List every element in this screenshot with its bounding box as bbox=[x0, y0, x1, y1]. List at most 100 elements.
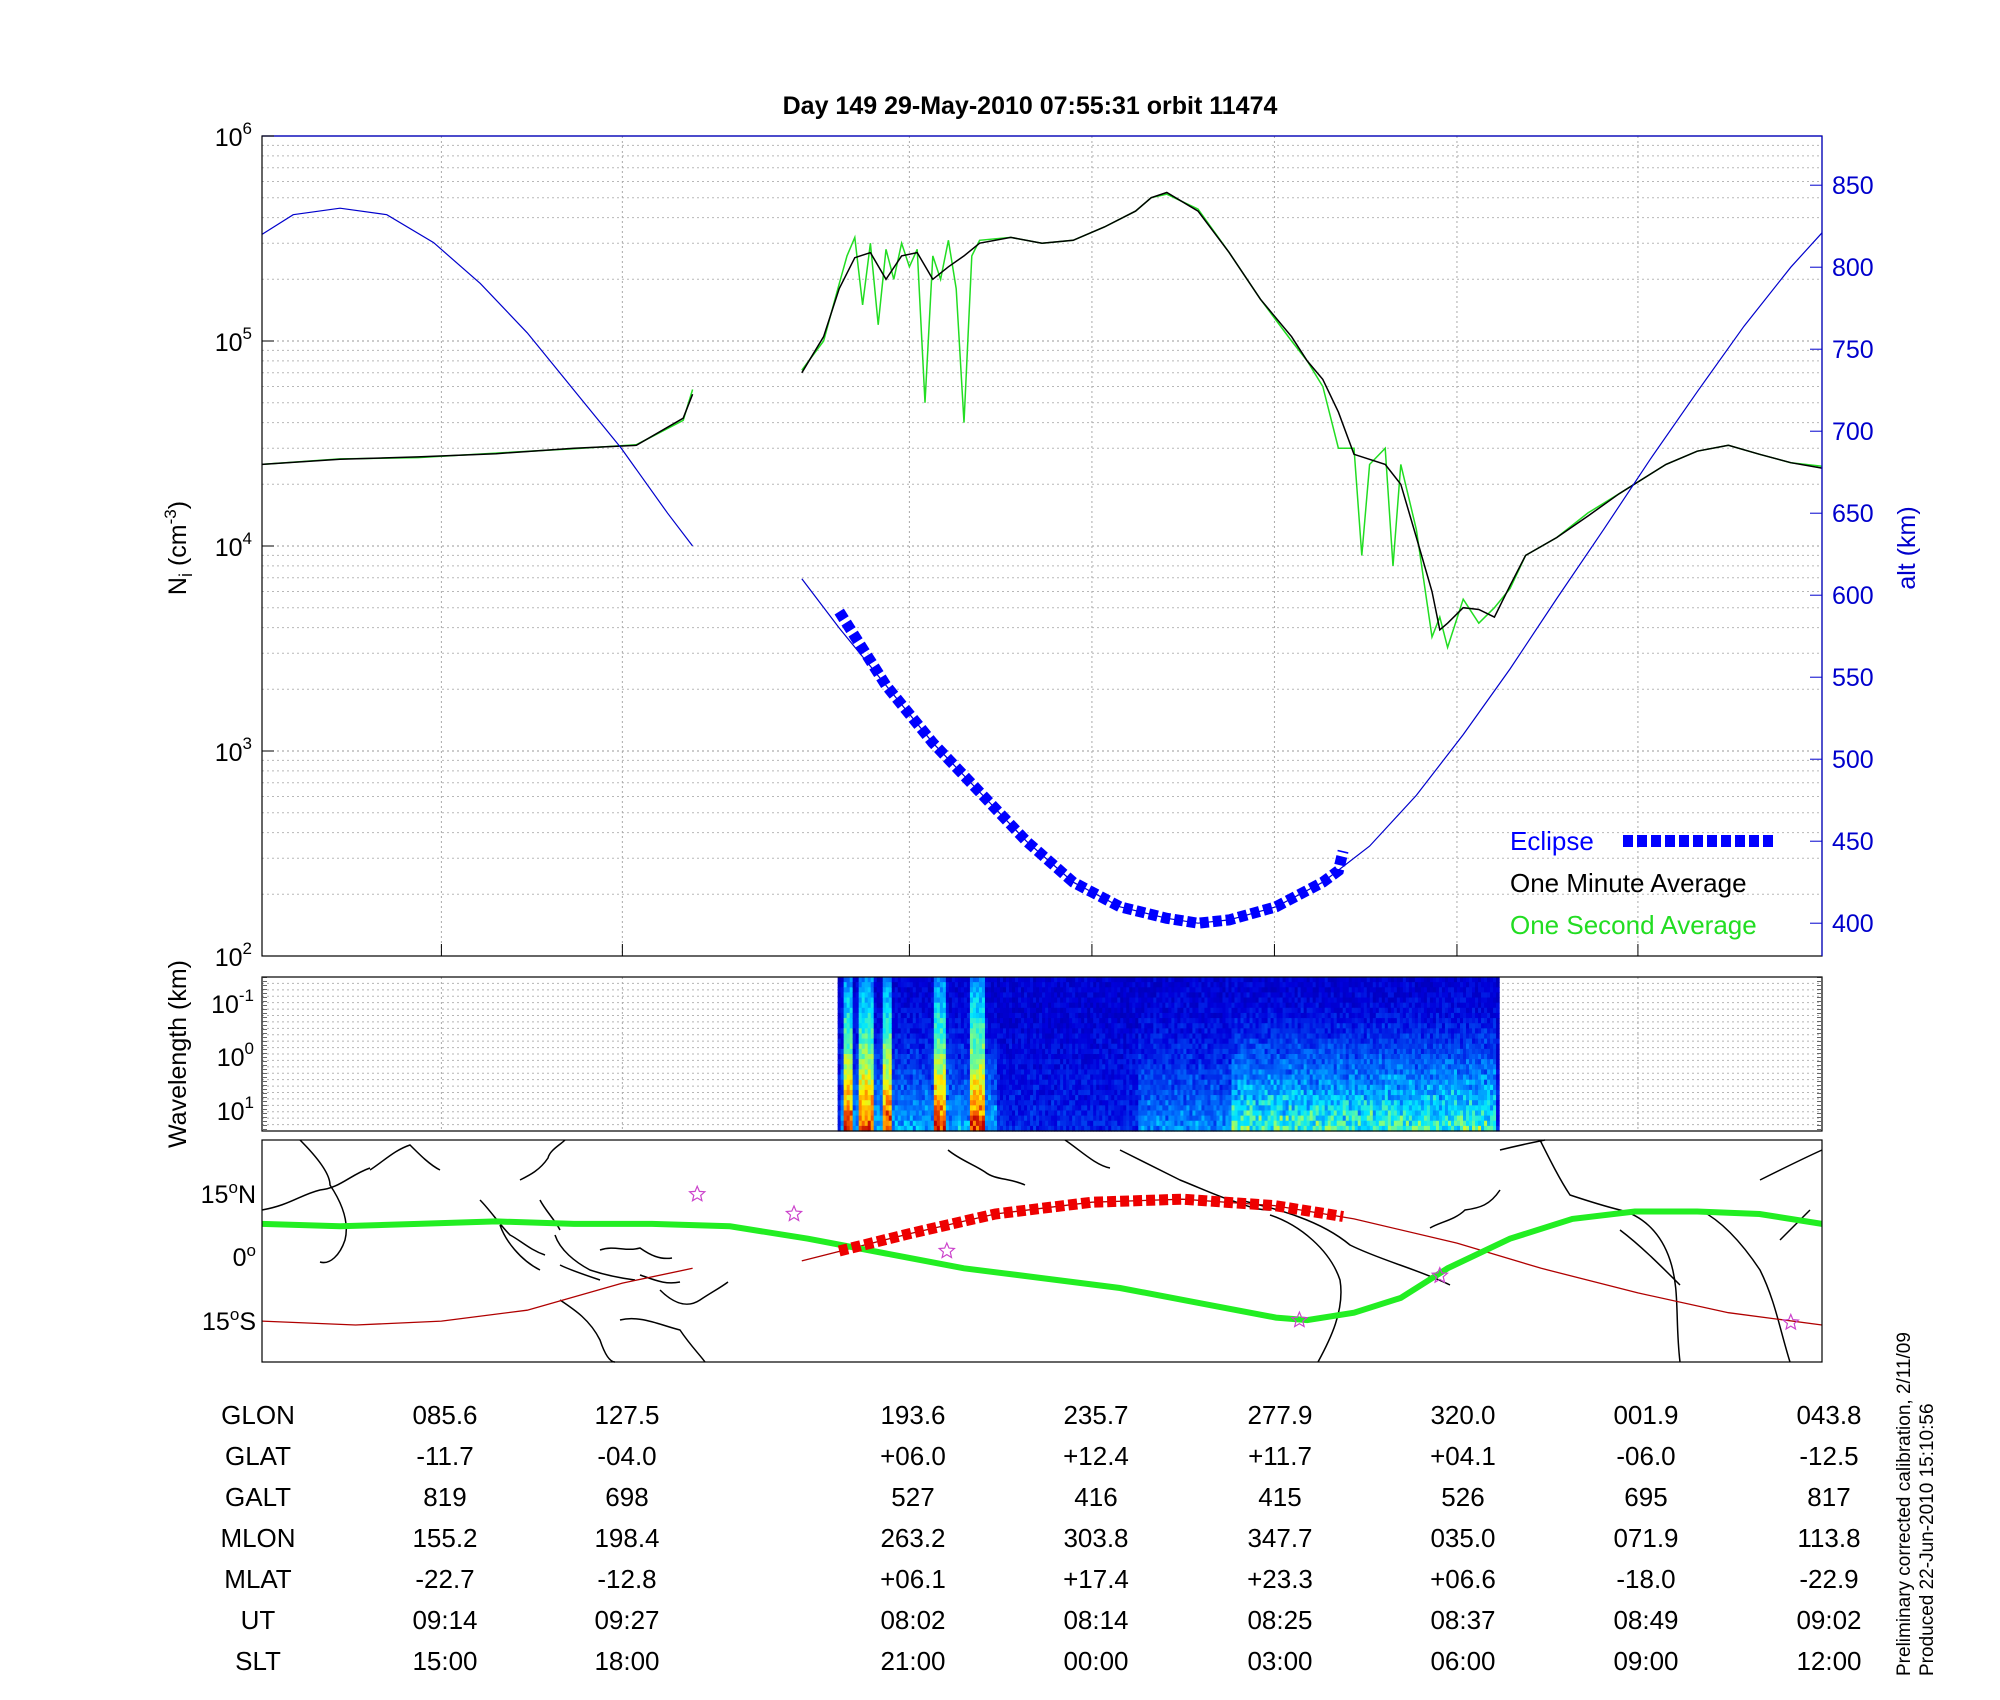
spectrogram-cell bbox=[870, 982, 875, 988]
spectrogram-cell bbox=[1300, 1110, 1305, 1117]
spectrogram-cell bbox=[1144, 992, 1148, 999]
spectrogram-cell bbox=[879, 1012, 884, 1019]
spectrogram-cell bbox=[957, 1089, 962, 1096]
spectrogram-cell bbox=[849, 1105, 854, 1112]
spectrogram-cell bbox=[858, 1074, 863, 1081]
spectrogram-cell bbox=[1303, 1120, 1308, 1127]
spectrogram-cell bbox=[1126, 1002, 1130, 1009]
spectrogram-cell bbox=[1270, 1100, 1275, 1106]
spectrogram-cell bbox=[1177, 1089, 1181, 1096]
spectrogram-cell bbox=[1141, 1038, 1145, 1045]
spectrogram-cell bbox=[1072, 977, 1076, 983]
spectrogram-cell bbox=[1309, 1054, 1314, 1060]
spectrogram-cell bbox=[1183, 1028, 1187, 1035]
spectrogram-cell bbox=[1261, 1007, 1266, 1014]
spectrogram-cell bbox=[936, 1084, 941, 1091]
spectrogram-cell bbox=[876, 1084, 881, 1091]
spectrogram-cell bbox=[858, 1110, 863, 1117]
spectrogram-cell bbox=[1075, 1023, 1079, 1029]
spectrogram-cell bbox=[1300, 1028, 1305, 1035]
spectrogram-cell bbox=[915, 1018, 920, 1024]
spectrogram-cell bbox=[1300, 997, 1305, 1004]
spectrogram-cell bbox=[1201, 1028, 1206, 1035]
spectrogram-cell bbox=[915, 1125, 920, 1132]
spectrogram-cell bbox=[1240, 992, 1245, 999]
spectrogram-cell bbox=[1141, 1059, 1145, 1065]
spectrogram-cell bbox=[981, 1084, 986, 1091]
spectrogram-cell bbox=[1288, 1095, 1293, 1101]
spectrogram-cell bbox=[1132, 1074, 1136, 1081]
spectrogram-cell bbox=[1222, 1125, 1227, 1132]
spectrogram-cell bbox=[1225, 1079, 1230, 1086]
spectrogram-cell bbox=[1192, 1110, 1197, 1117]
spectrogram-cell bbox=[1126, 1018, 1130, 1024]
spectrogram-cell bbox=[885, 982, 890, 988]
spectrogram-cell bbox=[1270, 1064, 1275, 1070]
spectrogram-cell bbox=[1060, 1043, 1064, 1050]
spectrogram-cell bbox=[1165, 1007, 1169, 1014]
spectrogram-cell bbox=[888, 1125, 893, 1132]
spectrogram-cell bbox=[1234, 1079, 1239, 1086]
spectrogram-cell bbox=[1150, 1018, 1154, 1024]
spectrogram-cell bbox=[1141, 1074, 1145, 1081]
spectrogram-cell bbox=[1312, 1095, 1317, 1101]
spectrogram-cell bbox=[915, 1012, 920, 1019]
spectrogram-cell bbox=[1075, 997, 1079, 1004]
spectrogram-cell bbox=[1321, 1069, 1326, 1076]
spectrogram-cell bbox=[918, 982, 923, 988]
spectrogram-cell bbox=[1315, 1079, 1320, 1086]
spectrogram-cell bbox=[1240, 1059, 1245, 1065]
spectrogram-cell bbox=[1270, 1084, 1275, 1091]
spectrogram-cell bbox=[1132, 1059, 1136, 1065]
spectrogram-cell bbox=[1168, 1125, 1172, 1132]
spectrogram-cell bbox=[1015, 1043, 1019, 1050]
spectrogram-cell bbox=[846, 1069, 851, 1076]
spectrogram-cell bbox=[1234, 1048, 1239, 1055]
spectrogram-cell bbox=[1225, 1084, 1230, 1091]
spectrogram-cell bbox=[1207, 987, 1212, 993]
spectrogram-cell bbox=[1228, 1038, 1233, 1045]
spectrogram-cell bbox=[885, 1115, 890, 1122]
spectrogram-cell bbox=[894, 1023, 899, 1029]
spectrogram-cell bbox=[918, 1043, 923, 1050]
spectrogram-cell bbox=[1087, 1089, 1091, 1096]
spectrogram-cell bbox=[861, 1069, 866, 1076]
spectrogram-cell bbox=[1018, 1002, 1022, 1009]
spectrogram-cell bbox=[1099, 1023, 1103, 1029]
spectrogram-cell bbox=[870, 1002, 875, 1009]
spectrogram-cell bbox=[870, 977, 875, 983]
spectrogram-cell bbox=[915, 1038, 920, 1045]
spectrogram-cell bbox=[951, 1089, 956, 1096]
spectrogram-cell bbox=[990, 1054, 995, 1060]
spectrogram-cell bbox=[1045, 1084, 1049, 1091]
spectrogram-cell bbox=[1075, 1048, 1079, 1055]
spectrogram-cell bbox=[1159, 1023, 1163, 1029]
spectrogram-cell bbox=[885, 1023, 890, 1029]
spectrogram-cell bbox=[996, 1079, 1001, 1086]
spectrogram-cell bbox=[933, 1033, 938, 1040]
spectrogram-cell bbox=[1180, 1110, 1184, 1117]
spectrogram-cell bbox=[996, 1002, 1001, 1009]
spectrogram-cell bbox=[1213, 1105, 1218, 1112]
spectrogram-cell bbox=[903, 987, 908, 993]
spectrogram-cell bbox=[1186, 1074, 1191, 1081]
spectrogram-cell bbox=[984, 987, 989, 993]
spectrogram-cell bbox=[1078, 997, 1082, 1004]
spectrogram-cell bbox=[1117, 1069, 1121, 1076]
spectrogram-cell bbox=[1057, 1023, 1061, 1029]
spectrogram-cell bbox=[1285, 1059, 1290, 1065]
spectrogram-cell bbox=[1171, 1054, 1175, 1060]
spectrogram-cell bbox=[1051, 1064, 1055, 1070]
spectrogram-cell bbox=[1057, 1002, 1061, 1009]
spectrogram-cell bbox=[978, 982, 983, 988]
spectrogram-cell bbox=[1180, 1125, 1184, 1132]
spectrogram-cell bbox=[1084, 982, 1088, 988]
spectrogram-cell bbox=[1213, 1074, 1218, 1081]
spectrogram-cell bbox=[1135, 1100, 1139, 1106]
spectrogram-cell bbox=[963, 1048, 968, 1055]
spectrogram-cell bbox=[957, 1059, 962, 1065]
spectrogram-cell bbox=[1201, 1048, 1206, 1055]
spectrogram-cell bbox=[990, 1023, 995, 1029]
spectrogram-cell bbox=[1003, 1012, 1007, 1019]
spectrogram-cell bbox=[1294, 1059, 1299, 1065]
